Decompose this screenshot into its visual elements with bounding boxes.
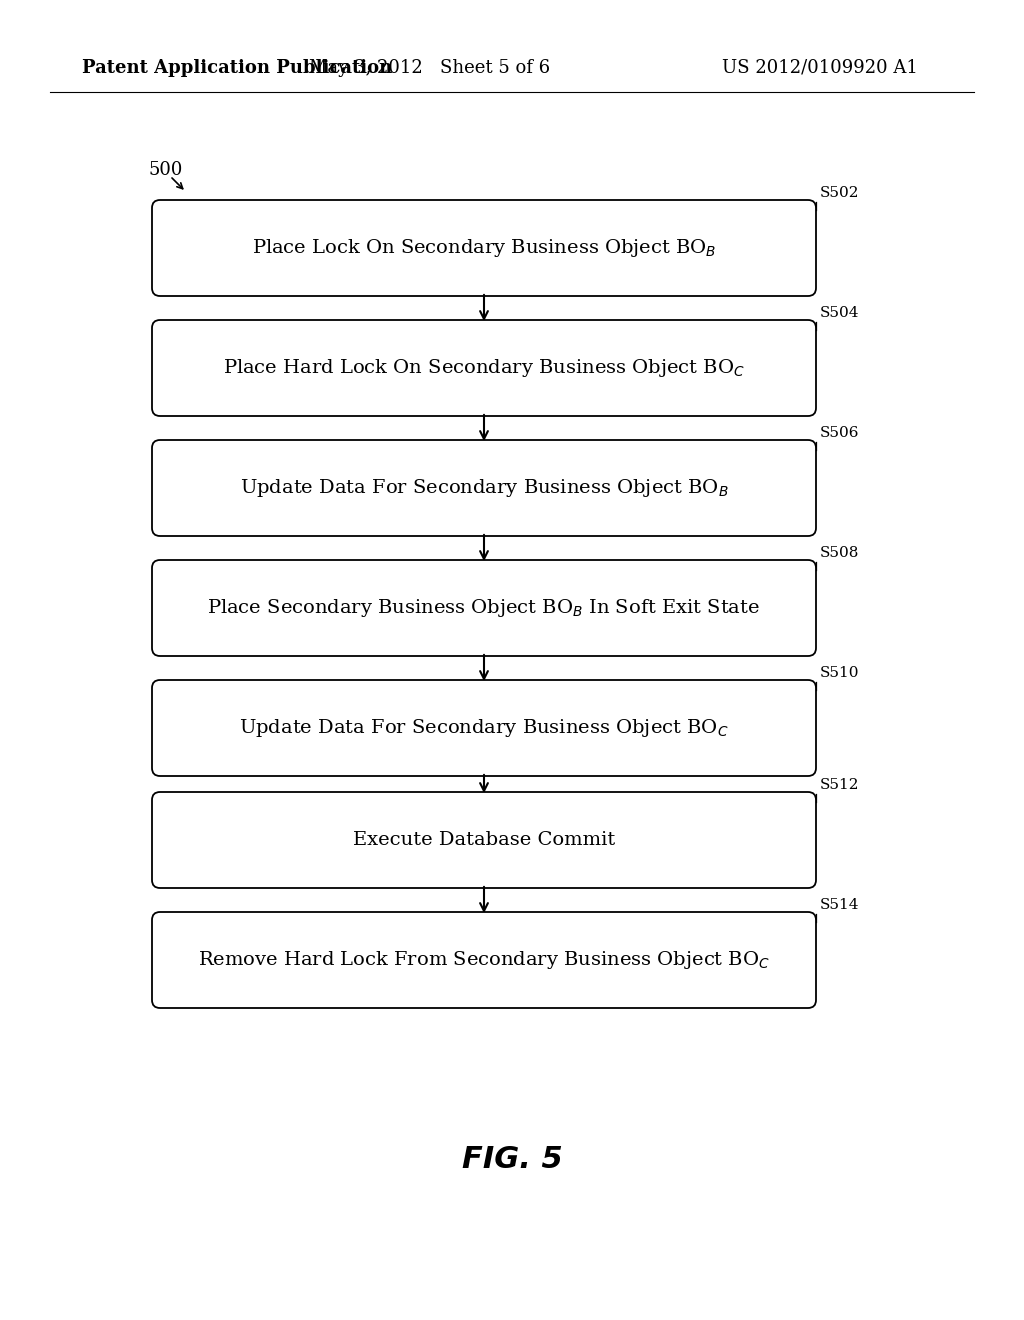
Text: S510: S510 bbox=[820, 667, 859, 680]
Text: FIG. 5: FIG. 5 bbox=[462, 1146, 562, 1175]
Text: S508: S508 bbox=[820, 546, 859, 560]
Text: US 2012/0109920 A1: US 2012/0109920 A1 bbox=[722, 59, 918, 77]
FancyBboxPatch shape bbox=[152, 912, 816, 1008]
Text: Place Lock On Secondary Business Object BO$_{B}$: Place Lock On Secondary Business Object … bbox=[252, 238, 716, 259]
Text: S502: S502 bbox=[820, 186, 859, 201]
FancyBboxPatch shape bbox=[152, 792, 816, 888]
Text: Execute Database Commit: Execute Database Commit bbox=[353, 832, 615, 849]
FancyBboxPatch shape bbox=[152, 560, 816, 656]
Text: Place Secondary Business Object BO$_{B}$ In Soft Exit State: Place Secondary Business Object BO$_{B}$… bbox=[208, 597, 761, 619]
FancyBboxPatch shape bbox=[152, 440, 816, 536]
Text: May 3, 2012   Sheet 5 of 6: May 3, 2012 Sheet 5 of 6 bbox=[309, 59, 551, 77]
Text: Patent Application Publication: Patent Application Publication bbox=[82, 59, 392, 77]
Text: Update Data For Secondary Business Object BO$_{B}$: Update Data For Secondary Business Objec… bbox=[240, 477, 728, 499]
Text: S506: S506 bbox=[820, 426, 859, 440]
Text: S514: S514 bbox=[820, 898, 859, 912]
Text: Remove Hard Lock From Secondary Business Object BO$_{C}$: Remove Hard Lock From Secondary Business… bbox=[198, 949, 770, 972]
Text: Update Data For Secondary Business Object BO$_{C}$: Update Data For Secondary Business Objec… bbox=[240, 717, 729, 739]
Text: 500: 500 bbox=[148, 161, 182, 180]
FancyBboxPatch shape bbox=[152, 319, 816, 416]
FancyBboxPatch shape bbox=[152, 201, 816, 296]
Text: S504: S504 bbox=[820, 306, 859, 319]
Text: S512: S512 bbox=[820, 777, 859, 792]
Text: Place Hard Lock On Secondary Business Object BO$_{C}$: Place Hard Lock On Secondary Business Ob… bbox=[223, 356, 744, 379]
FancyBboxPatch shape bbox=[152, 680, 816, 776]
